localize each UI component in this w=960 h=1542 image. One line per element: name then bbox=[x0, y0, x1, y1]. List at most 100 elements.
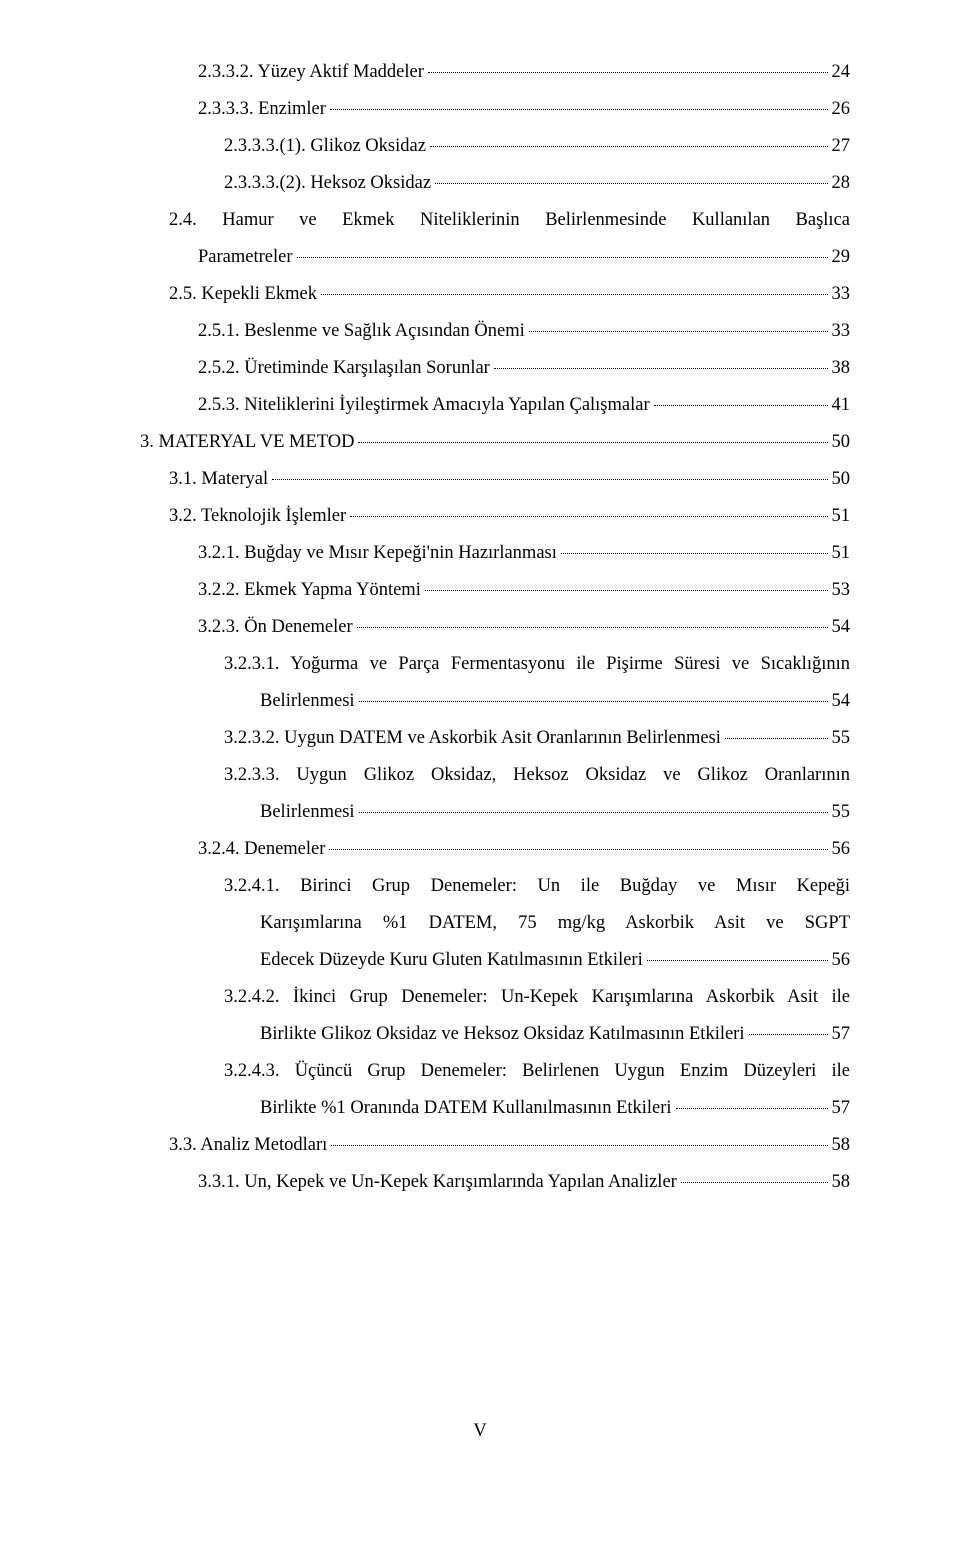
toc-entry-lastline: Belirlenmesi 55 bbox=[140, 794, 850, 831]
toc-entry-page: 33 bbox=[832, 313, 851, 350]
toc-entry-text: 2.3.3.3.(1). Glikoz Oksidaz bbox=[224, 128, 426, 165]
toc-entry-lastline: Birlikte Glikoz Oksidaz ve Heksoz Oksida… bbox=[140, 1016, 850, 1053]
toc-entry: 3.2.3. Ön Denemeler 54 bbox=[140, 609, 850, 646]
toc-entry-text: 3.1. Materyal bbox=[169, 461, 268, 498]
toc-entry: 2.4. Hamur ve Ekmek Niteliklerinin Belir… bbox=[140, 202, 850, 276]
toc-entry-text: 3.2.4. Denemeler bbox=[198, 831, 325, 868]
toc-entry-page: 56 bbox=[832, 942, 851, 979]
toc-leader-dots bbox=[654, 404, 828, 406]
toc-entry-page: 24 bbox=[832, 54, 851, 91]
toc-leader-dots bbox=[358, 441, 827, 443]
toc-entry-lastline: Edecek Düzeyde Kuru Gluten Katılmasının … bbox=[140, 942, 850, 979]
toc-entry-page: 27 bbox=[832, 128, 851, 165]
toc-entry-page: 51 bbox=[832, 498, 851, 535]
toc-entry: 3.2.4.2. İkinci Grup Denemeler: Un-Kepek… bbox=[140, 979, 850, 1053]
toc-entry: 3.2.3.3. Uygun Glikoz Oksidaz, Heksoz Ok… bbox=[140, 757, 850, 831]
toc-entry-text: Edecek Düzeyde Kuru Gluten Katılmasının … bbox=[260, 942, 643, 979]
toc-leader-dots bbox=[297, 256, 828, 258]
toc-entry: 3.3. Analiz Metodları58 bbox=[140, 1127, 850, 1164]
toc-entry-text: Belirlenmesi bbox=[260, 683, 355, 720]
toc-entry: 2.3.3.2. Yüzey Aktif Maddeler 24 bbox=[140, 54, 850, 91]
toc-entry-text: 2.3.3.2. Yüzey Aktif Maddeler bbox=[198, 54, 424, 91]
toc-entry: 2.5.1. Beslenme ve Sağlık Açısından Önem… bbox=[140, 313, 850, 350]
toc-entry-page: 54 bbox=[832, 683, 851, 720]
toc-entry-page: 38 bbox=[832, 350, 851, 387]
toc-entry-page: 55 bbox=[832, 720, 851, 757]
toc-entry-text: Parametreler bbox=[198, 239, 293, 276]
toc-entry-lastline: Belirlenmesi 54 bbox=[140, 683, 850, 720]
toc-entry-line: Karışımlarına %1 DATEM, 75 mg/kg Askorbi… bbox=[140, 905, 850, 942]
toc-leader-dots bbox=[359, 700, 828, 702]
toc-entry: 3.2.4.1. Birinci Grup Denemeler: Un ile … bbox=[140, 868, 850, 979]
toc-entry-page: 58 bbox=[832, 1127, 851, 1164]
toc-entry-text: 3.2.3.2. Uygun DATEM ve Askorbik Asit Or… bbox=[224, 720, 721, 757]
toc-entry-text: 3.2. Teknolojik İşlemler bbox=[169, 498, 346, 535]
toc-leader-dots bbox=[676, 1107, 828, 1109]
toc-entry-page: 29 bbox=[832, 239, 851, 276]
toc-entry-text: 2.3.3.3. Enzimler bbox=[198, 91, 326, 128]
toc-leader-dots bbox=[331, 1144, 827, 1146]
page-number: V bbox=[0, 1421, 960, 1442]
toc-entry-line: 2.4. Hamur ve Ekmek Niteliklerinin Belir… bbox=[140, 202, 850, 239]
toc-entry: 2.3.3.3.(1). Glikoz Oksidaz 27 bbox=[140, 128, 850, 165]
toc-leader-dots bbox=[561, 552, 828, 554]
page: 2.3.3.2. Yüzey Aktif Maddeler 24 2.3.3.3. … bbox=[0, 0, 960, 1542]
toc-entry-page: 33 bbox=[832, 276, 851, 313]
toc-leader-dots bbox=[749, 1033, 828, 1035]
toc-entry-text: 2.5.2. Üretiminde Karşılaşılan Sorunlar bbox=[198, 350, 490, 387]
toc-entry: 2.5.2. Üretiminde Karşılaşılan Sorunlar 3… bbox=[140, 350, 850, 387]
toc-entry: 3.2.3.2. Uygun DATEM ve Askorbik Asit Or… bbox=[140, 720, 850, 757]
toc-entry-lastline: Parametreler 29 bbox=[140, 239, 850, 276]
toc-entry: 3.2.2. Ekmek Yapma Yöntemi 53 bbox=[140, 572, 850, 609]
toc-entry: 2.5.3. Niteliklerini İyileştirmek Amacıy… bbox=[140, 387, 850, 424]
toc-leader-dots bbox=[330, 108, 828, 110]
toc-entry-page: 51 bbox=[832, 535, 851, 572]
table-of-contents: 2.3.3.2. Yüzey Aktif Maddeler 24 2.3.3.3. … bbox=[140, 54, 850, 1201]
toc-leader-dots bbox=[430, 145, 828, 147]
toc-entry-text: Birlikte %1 Oranında DATEM Kullanılmasın… bbox=[260, 1090, 672, 1127]
toc-leader-dots bbox=[272, 478, 827, 480]
toc-entry-line: 3.2.4.2. İkinci Grup Denemeler: Un-Kepek… bbox=[140, 979, 850, 1016]
toc-entry: 2.3.3.3.(2). Heksoz Oksidaz 28 bbox=[140, 165, 850, 202]
toc-entry-page: 57 bbox=[832, 1016, 851, 1053]
toc-leader-dots bbox=[681, 1181, 828, 1183]
toc-entry-text: 2.3.3.3.(2). Heksoz Oksidaz bbox=[224, 165, 431, 202]
toc-leader-dots bbox=[494, 367, 828, 369]
toc-entry-page: 53 bbox=[832, 572, 851, 609]
toc-entry-page: 28 bbox=[832, 165, 851, 202]
toc-entry-page: 26 bbox=[832, 91, 851, 128]
toc-entry-page: 57 bbox=[832, 1090, 851, 1127]
toc-entry-text: 3.2.3. Ön Denemeler bbox=[198, 609, 353, 646]
toc-entry: 3.2.1. Buğday ve Mısır Kepeği'nin Hazırl… bbox=[140, 535, 850, 572]
toc-entry-line: 3.2.3.3. Uygun Glikoz Oksidaz, Heksoz Ok… bbox=[140, 757, 850, 794]
toc-entry-page: 55 bbox=[832, 794, 851, 831]
toc-entry-page: 54 bbox=[832, 609, 851, 646]
toc-entry-page: 50 bbox=[832, 461, 851, 498]
toc-leader-dots bbox=[350, 515, 827, 517]
toc-entry-line: 3.2.4.3. Üçüncü Grup Denemeler: Belirlen… bbox=[140, 1053, 850, 1090]
toc-entry-line: 3.2.3.1. Yoğurma ve Parça Fermentasyonu … bbox=[140, 646, 850, 683]
toc-entry-text: 3.2.2. Ekmek Yapma Yöntemi bbox=[198, 572, 421, 609]
toc-entry: 3.2.4. Denemeler 56 bbox=[140, 831, 850, 868]
toc-entry-page: 50 bbox=[832, 424, 851, 461]
toc-entry-page: 56 bbox=[832, 831, 851, 868]
toc-entry: 2.5. Kepekli Ekmek 33 bbox=[140, 276, 850, 313]
toc-entry-text: 2.5.1. Beslenme ve Sağlık Açısından Önem… bbox=[198, 313, 525, 350]
toc-entry-text: 2.5. Kepekli Ekmek bbox=[169, 276, 317, 313]
toc-entry: 3.3.1. Un, Kepek ve Un-Kepek Karışımları… bbox=[140, 1164, 850, 1201]
toc-leader-dots bbox=[357, 626, 828, 628]
toc-entry-text: Belirlenmesi bbox=[260, 794, 355, 831]
toc-entry-text: 2.5.3. Niteliklerini İyileştirmek Amacıy… bbox=[198, 387, 650, 424]
toc-entry: 3.2. Teknolojik İşlemler 51 bbox=[140, 498, 850, 535]
toc-leader-dots bbox=[435, 182, 827, 184]
toc-entry-text: 3.2.1. Buğday ve Mısır Kepeği'nin Hazırl… bbox=[198, 535, 557, 572]
toc-entry-text: 3. MATERYAL VE METOD bbox=[140, 424, 354, 461]
toc-entry: 3.2.3.1. Yoğurma ve Parça Fermentasyonu … bbox=[140, 646, 850, 720]
toc-leader-dots bbox=[647, 959, 828, 961]
toc-entry-lastline: Birlikte %1 Oranında DATEM Kullanılmasın… bbox=[140, 1090, 850, 1127]
toc-entry-page: 41 bbox=[832, 387, 851, 424]
toc-entry-text: 3.3.1. Un, Kepek ve Un-Kepek Karışımları… bbox=[198, 1164, 677, 1201]
toc-entry-page: 58 bbox=[832, 1164, 851, 1201]
toc-entry-line: 3.2.4.1. Birinci Grup Denemeler: Un ile … bbox=[140, 868, 850, 905]
toc-leader-dots bbox=[359, 811, 828, 813]
